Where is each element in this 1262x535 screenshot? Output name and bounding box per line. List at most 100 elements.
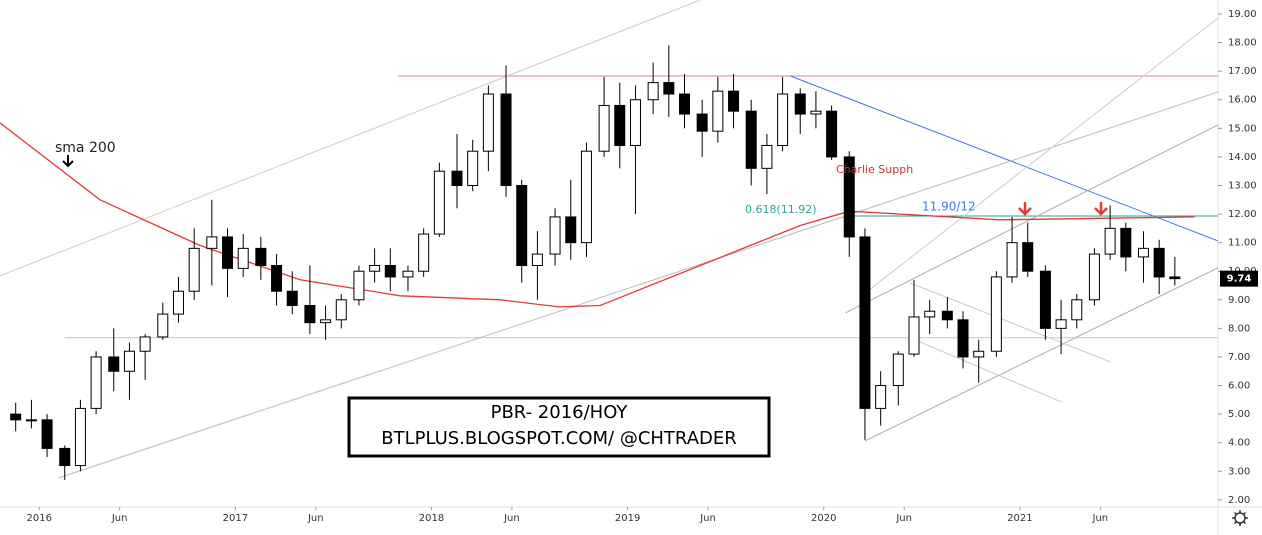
trend-line: [909, 282, 1111, 363]
y-tick-label: 7.00: [1228, 352, 1250, 363]
candle-body: [908, 316, 920, 355]
x-tick-label: Jun: [895, 513, 912, 524]
candle-body: [467, 150, 479, 186]
red-arrow: [1018, 202, 1032, 216]
candle-body: [614, 104, 626, 146]
candle-body: [1153, 247, 1165, 278]
y-tick-label: 16.00: [1228, 95, 1257, 106]
candle-body: [761, 144, 773, 169]
trend-line: [864, 267, 1218, 442]
settings-icon[interactable]: [1232, 510, 1248, 526]
trend-line: [58, 91, 1218, 479]
candle-body: [353, 270, 365, 301]
candle-body: [157, 313, 169, 338]
plot-area: [0, 0, 1218, 480]
trend-line: [790, 75, 1218, 242]
candle-body: [123, 350, 135, 372]
candle-body: [1137, 247, 1149, 258]
y-tick-label: 6.00: [1228, 381, 1250, 392]
gear-teeth[interactable]: [1232, 510, 1248, 526]
candle-body: [1088, 253, 1100, 301]
candle-body: [500, 93, 512, 186]
candle-body: [25, 419, 37, 422]
trend-line: [0, 0, 701, 277]
candle-body: [580, 150, 592, 244]
price-label: 9.74: [1227, 274, 1252, 285]
candle-body: [286, 290, 298, 307]
y-tick-label: 12.00: [1228, 209, 1257, 220]
trend-line: [858, 17, 1218, 299]
candle-body: [810, 110, 822, 115]
x-tick-label: 2018: [419, 513, 444, 524]
y-tick-label: 5.00: [1228, 409, 1250, 420]
candle-body: [728, 90, 740, 112]
candle-body: [549, 216, 561, 255]
candle-body: [418, 233, 430, 272]
candle-body: [206, 236, 218, 249]
candle-body: [237, 247, 249, 269]
x-tick-label: Jun: [503, 513, 520, 524]
y-tick-label: 8.00: [1228, 323, 1250, 334]
candle-body: [663, 82, 675, 95]
y-tick-label: 15.00: [1228, 123, 1257, 134]
candle-body: [108, 356, 120, 372]
price-label-bg: [1220, 270, 1258, 287]
candle-body: [384, 265, 396, 278]
y-tick-label: 4.00: [1228, 438, 1250, 449]
candle-body: [74, 407, 86, 467]
x-tick-label: 2021: [1007, 513, 1032, 524]
candle-body: [941, 310, 953, 321]
x-tick-label: 2019: [615, 513, 640, 524]
candle-body: [188, 247, 200, 292]
sma-arrow: [62, 155, 74, 168]
sma-line: [0, 122, 1195, 308]
candle-body: [1055, 319, 1067, 329]
candle-body: [41, 419, 53, 449]
trend-line: [909, 337, 1062, 403]
candle-body: [647, 82, 659, 101]
candle-body: [402, 270, 414, 278]
candle-body: [451, 170, 463, 186]
x-tick-label: Jun: [307, 513, 324, 524]
candle-body: [924, 310, 936, 318]
y-tick-label: 17.00: [1228, 66, 1257, 77]
candle-body: [320, 319, 332, 324]
candle-body: [482, 93, 494, 152]
candle-body: [1022, 242, 1034, 272]
candle-body: [777, 93, 789, 146]
candle-body: [433, 170, 445, 235]
candle-body: [1039, 270, 1051, 329]
candle-body: [139, 336, 151, 352]
candle-body: [531, 253, 543, 267]
candle-body: [255, 247, 267, 267]
candle-body: [10, 413, 22, 421]
chart-title: PBR- 2016/HOY: [491, 402, 629, 423]
title-box: [347, 396, 771, 458]
candle-body: [304, 305, 316, 324]
sma-label: sma 200: [55, 140, 116, 156]
candle-body: [843, 156, 855, 238]
x-tick-label: Jun: [1092, 513, 1109, 524]
candle-body: [696, 113, 708, 132]
candle-body: [1071, 299, 1083, 321]
candle-body: [1169, 276, 1181, 280]
candle-body: [957, 319, 969, 358]
y-tick-label: 11.00: [1228, 238, 1257, 249]
x-tick-label: 2020: [811, 513, 836, 524]
x-tick-label: Jun: [111, 513, 128, 524]
fib-label: 0.618(11.92): [745, 203, 817, 216]
y-tick-label: 14.00: [1228, 152, 1257, 163]
x-tick-label: Jun: [699, 513, 716, 524]
y-tick-label: 2.00: [1228, 495, 1250, 506]
candle-body: [1104, 227, 1116, 255]
candle-body: [892, 353, 904, 387]
candle-body: [712, 90, 724, 132]
candle-body: [973, 350, 985, 358]
candle-body: [516, 184, 528, 267]
candle-body: [598, 104, 610, 152]
candle-body: [222, 236, 234, 269]
candle-body: [565, 216, 577, 244]
y-tick-label: 18.00: [1228, 38, 1257, 49]
